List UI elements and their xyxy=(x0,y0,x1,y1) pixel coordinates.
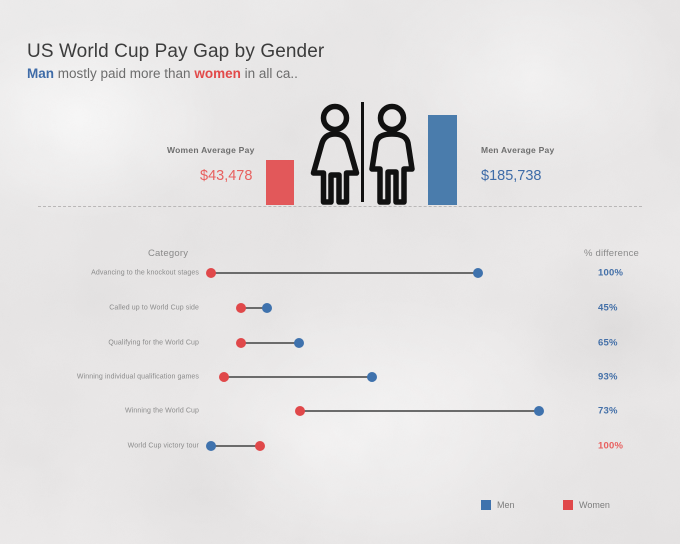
subtitle-middle-text: mostly paid more than xyxy=(54,66,195,81)
women-value-dot[interactable] xyxy=(236,303,246,313)
women-value-dot[interactable] xyxy=(219,372,229,382)
subtitle-women-word: women xyxy=(194,66,241,81)
row-connector-line xyxy=(300,410,539,412)
category-column-header: Category xyxy=(148,248,189,259)
gender-divider-line xyxy=(361,102,364,202)
percent-difference-column-header: % difference xyxy=(584,248,640,259)
women-average-pay-label: Women Average Pay xyxy=(167,145,255,155)
pay-bars-group xyxy=(0,115,680,205)
legend-item-women[interactable]: Women xyxy=(563,500,610,510)
percent-difference-value: 45% xyxy=(598,302,618,314)
subtitle-men-word: Man xyxy=(27,66,54,81)
percent-difference-value: 100% xyxy=(598,267,624,279)
row-category-label: Qualifying for the World Cup xyxy=(108,339,199,347)
legend-label-men: Men xyxy=(497,500,515,510)
women-value-dot[interactable] xyxy=(295,406,305,416)
percent-difference-value: 100% xyxy=(598,440,624,452)
women-value-dot[interactable] xyxy=(236,338,246,348)
legend-label-women: Women xyxy=(579,500,610,510)
men-value-dot[interactable] xyxy=(262,303,272,313)
pay-comparison-section: Women Average Pay $43,478 Men Average Pa… xyxy=(0,0,680,215)
woman-pictogram-icon xyxy=(310,103,360,205)
row-connector-line xyxy=(211,272,478,274)
page-title: US World Cup Pay Gap by Gender xyxy=(27,41,325,62)
restroom-pictogram-group xyxy=(309,103,419,205)
row-category-label: World Cup victory tour xyxy=(127,442,199,450)
row-connector-line xyxy=(241,342,299,344)
row-connector-line xyxy=(241,307,267,309)
man-pictogram-icon xyxy=(369,103,415,205)
men-value-dot[interactable] xyxy=(473,268,483,278)
row-category-label: Winning the World Cup xyxy=(125,407,199,415)
row-category-label: Winning individual qualification games xyxy=(76,373,199,381)
page-subtitle: Man mostly paid more than women in all c… xyxy=(27,66,298,81)
men-value-dot[interactable] xyxy=(294,338,304,348)
women-value-dot[interactable] xyxy=(255,441,265,451)
row-category-label: Called up to World Cup side xyxy=(109,304,199,312)
legend-item-men[interactable]: Men xyxy=(481,500,515,510)
section-divider xyxy=(38,206,642,207)
subtitle-tail-text: in all ca.. xyxy=(240,66,298,81)
percent-difference-value: 73% xyxy=(598,405,618,417)
men-value-dot[interactable] xyxy=(534,406,544,416)
percent-difference-value: 93% xyxy=(598,371,618,383)
men-average-pay-label: Men Average Pay xyxy=(481,145,555,155)
men-pay-bar xyxy=(428,115,457,205)
women-average-pay-value: $43,478 xyxy=(200,168,253,184)
legend-swatch-women-icon xyxy=(563,500,573,510)
row-connector-line xyxy=(211,445,260,447)
row-connector-line xyxy=(224,376,372,378)
men-value-dot[interactable] xyxy=(206,441,216,451)
women-pay-bar xyxy=(266,160,294,205)
women-value-dot[interactable] xyxy=(206,268,216,278)
men-value-dot[interactable] xyxy=(367,372,377,382)
percent-difference-value: 65% xyxy=(598,337,618,349)
row-category-label: Advancing to the knockout stages xyxy=(91,269,199,277)
chart-legend: Men Women xyxy=(0,498,680,518)
pay-gap-dumbbell-chart: Category % difference Advancing to the k… xyxy=(0,215,680,485)
legend-swatch-men-icon xyxy=(481,500,491,510)
men-average-pay-value: $185,738 xyxy=(481,168,542,184)
